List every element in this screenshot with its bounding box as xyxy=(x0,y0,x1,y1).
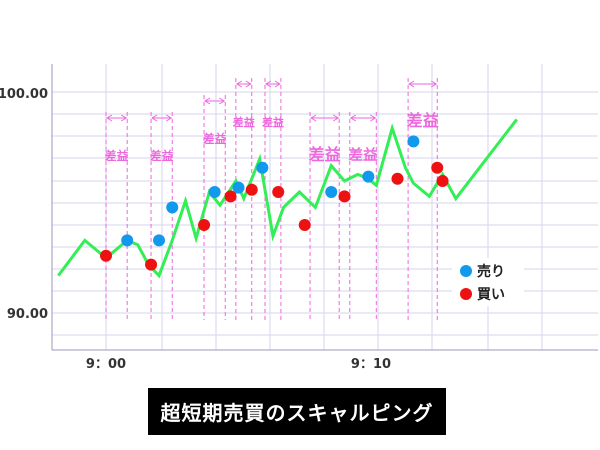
profit-span-label: 差益 xyxy=(262,115,284,129)
profit-span-arrowhead xyxy=(310,114,317,122)
sell-point xyxy=(208,186,221,198)
x-tick-label: 9：00 xyxy=(86,357,126,372)
buy-point xyxy=(198,219,211,231)
profit-span-arrowhead xyxy=(408,80,415,88)
buy-point xyxy=(436,175,449,187)
sell-point xyxy=(256,161,269,174)
sell-point xyxy=(121,234,134,247)
legend-sell-marker xyxy=(460,265,472,277)
chart-grid xyxy=(51,64,598,351)
sell-point xyxy=(166,201,179,214)
chart-caption: 超短期売買のスキャルピング xyxy=(148,388,446,435)
profit-span-arrowhead xyxy=(204,97,211,105)
profit-span-arrowhead xyxy=(349,114,357,122)
caption-text: 超短期売買のスキャルピング xyxy=(160,401,434,425)
buy-point xyxy=(298,219,311,231)
y-tick-label: 90.00 xyxy=(7,307,48,322)
axis-ticks: 90.00 100.00 9：00 9：10 xyxy=(0,87,391,372)
sell-point xyxy=(407,135,420,148)
buy-point xyxy=(145,258,158,271)
sell-point xyxy=(153,234,165,247)
profit-span-arrowhead xyxy=(274,80,281,88)
x-tick-label: 9：10 xyxy=(351,357,391,372)
profit-span-label: 差益 xyxy=(150,149,174,163)
profit-span-label: 差益 xyxy=(407,111,439,130)
profit-span-arrowhead xyxy=(370,114,377,122)
buy-point xyxy=(272,186,285,198)
profit-span-label: 差益 xyxy=(105,149,129,163)
trade-points xyxy=(100,135,449,271)
profit-span-label: 差益 xyxy=(233,115,255,129)
legend-buy-marker xyxy=(460,288,472,300)
buy-point xyxy=(100,249,112,262)
profit-span-arrowhead xyxy=(265,80,272,88)
buy-point xyxy=(224,190,237,203)
profit-span-arrowhead xyxy=(218,97,226,105)
profit-span-arrowhead xyxy=(106,114,113,122)
profit-span-label: 差益 xyxy=(309,145,341,164)
buy-point xyxy=(245,183,258,196)
profit-span-arrowhead xyxy=(332,114,340,122)
sell-point xyxy=(362,170,375,183)
sell-point xyxy=(325,186,338,198)
profit-span-arrowhead xyxy=(245,80,252,88)
buy-point xyxy=(431,161,444,174)
profit-span-arrowhead xyxy=(151,114,158,122)
legend-sell-label: 売り xyxy=(477,263,505,280)
sell-point xyxy=(232,181,245,194)
profit-span-label: 差益 xyxy=(203,132,227,146)
buy-point xyxy=(338,190,351,203)
profit-span-arrowhead xyxy=(120,114,128,122)
y-tick-label: 100.00 xyxy=(0,87,48,102)
profit-span-arrowhead xyxy=(430,80,438,88)
profit-span-arrowhead xyxy=(235,80,243,88)
buy-point xyxy=(391,172,404,185)
legend-buy-label: 買い xyxy=(477,287,505,303)
profit-span-arrowhead xyxy=(165,114,173,122)
profit-span-label: 差益 xyxy=(348,146,378,164)
